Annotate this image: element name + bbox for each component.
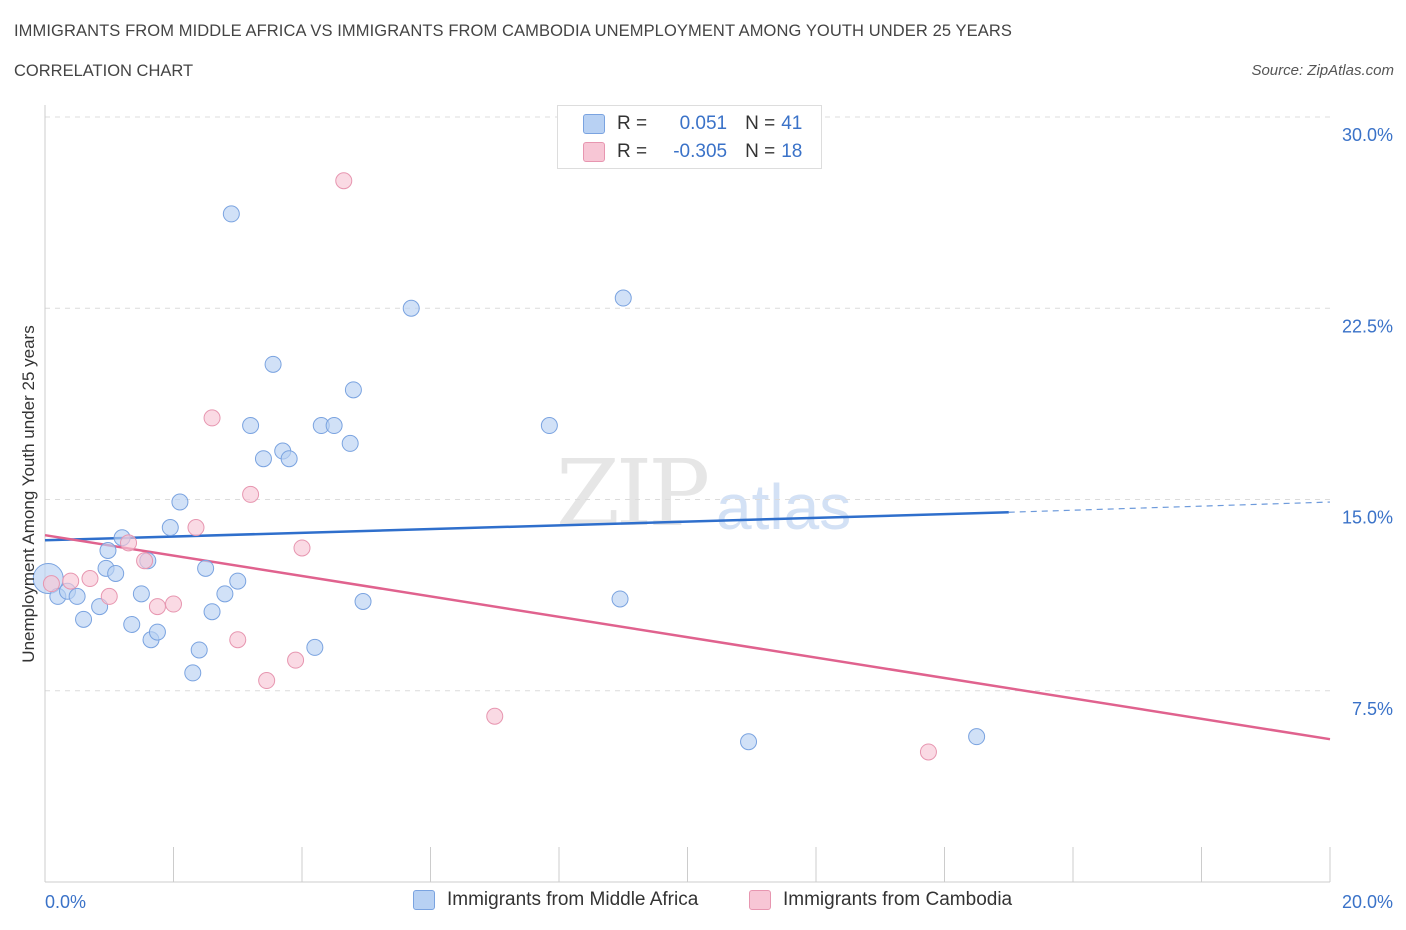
cambodia-point — [62, 572, 80, 590]
y-tick-label: 30.0% — [1342, 125, 1393, 145]
middle-africa-point — [161, 519, 179, 537]
cambodia-point — [293, 539, 311, 557]
r-label: R = — [617, 141, 648, 162]
x-tick-label: 0.0% — [45, 892, 86, 912]
r-value: 0.051 — [679, 113, 728, 134]
stats-row-middle-africa: R = 0.051 N = 41 — [583, 112, 802, 136]
middle-africa-point — [540, 417, 558, 435]
cambodia-trend-line — [44, 533, 1331, 741]
cambodia-point — [287, 651, 305, 669]
pink-swatch — [583, 142, 605, 162]
middle-africa-point — [242, 417, 260, 435]
source-label: Source: ZipAtlas.com — [1251, 62, 1394, 79]
blue-swatch — [583, 114, 605, 134]
pink-swatch — [749, 890, 771, 910]
cambodia-point — [100, 587, 118, 605]
chart-subtitle: CORRELATION CHART — [14, 62, 194, 80]
r-label: R = — [617, 113, 648, 134]
cambodia-point — [120, 534, 138, 552]
legend-label: Immigrants from Middle Africa — [447, 889, 699, 910]
middle-africa-trend-line — [44, 511, 1009, 542]
middle-africa-point — [325, 417, 343, 435]
middle-africa-point — [171, 493, 189, 511]
middle-africa-point — [148, 623, 166, 641]
cambodia-point — [486, 707, 504, 725]
cambodia-point — [203, 409, 221, 427]
middle-africa-point — [107, 564, 125, 582]
cambodia-point — [165, 595, 182, 613]
middle-africa-point — [222, 205, 240, 223]
middle-africa-point — [306, 638, 324, 656]
middle-africa-point — [264, 355, 282, 373]
middle-africa-point — [132, 585, 150, 603]
cambodia-point — [919, 743, 937, 761]
middle-africa-point — [614, 289, 632, 307]
middle-africa-point — [99, 542, 117, 559]
middle-africa-point — [354, 593, 372, 610]
y-tick-label: 15.0% — [1342, 508, 1393, 528]
axes — [44, 105, 1331, 883]
middle-africa-point — [203, 603, 221, 621]
middle-africa-point — [254, 450, 272, 468]
y-tick-label: 7.5% — [1352, 699, 1393, 719]
grid-lines — [45, 116, 1330, 692]
cambodia-point — [136, 552, 154, 570]
middle-africa-point — [68, 587, 86, 605]
tick-labels: 7.5% 15.0% 22.5% 30.0% 0.0% 20.0% Unemployment… — [19, 125, 1393, 912]
middle-africa-point — [229, 572, 247, 590]
blue-swatch — [413, 890, 435, 910]
cambodia-point — [335, 172, 353, 190]
cambodia-point — [258, 672, 276, 690]
y-tick-label: 22.5% — [1342, 316, 1393, 336]
series-legend: Immigrants from Middle Africa Immigrants… — [0, 889, 1406, 915]
cambodia-point — [81, 570, 99, 588]
middle-africa-point — [280, 450, 298, 468]
watermark-zip: ZIP — [556, 440, 710, 547]
legend-item-cambodia: Immigrants from Cambodia — [749, 889, 1012, 911]
middle-africa-point — [75, 610, 93, 628]
middle-africa-point — [341, 434, 359, 452]
cambodia-point — [242, 485, 260, 503]
y-axis-title: Unemployment Among Youth under 25 years — [19, 325, 38, 662]
cambodia-point — [229, 631, 247, 649]
middle-africa-trend-extension — [1008, 501, 1331, 513]
r-value: -0.305 — [673, 141, 728, 162]
middle-africa-point — [216, 585, 234, 603]
watermark-atlas: atlas — [716, 471, 852, 543]
chart-title: IMMIGRANTS FROM MIDDLE AFRICA VS IMMIGRA… — [14, 22, 1012, 40]
middle-africa-point — [197, 559, 215, 577]
cambodia-point — [148, 598, 166, 616]
n-label: N = — [745, 113, 776, 134]
middle-africa-point — [344, 381, 362, 399]
n-value: 18 — [781, 141, 803, 162]
middle-africa-point — [402, 299, 420, 317]
middle-africa-point — [190, 641, 208, 659]
trend-lines — [44, 501, 1331, 741]
data-points — [32, 172, 986, 761]
legend-label: Immigrants from Cambodia — [783, 889, 1013, 910]
legend-item-middle-africa: Immigrants from Middle Africa — [413, 889, 698, 911]
stats-legend: R = 0.051 N = 41 R = -0.305 N = 18 — [557, 105, 822, 169]
middle-africa-point — [184, 664, 202, 682]
middle-africa-point — [740, 733, 758, 751]
middle-africa-point — [968, 728, 986, 746]
middle-africa-point — [123, 615, 141, 633]
x-tick-label: 20.0% — [1342, 892, 1393, 912]
cambodia-point — [187, 519, 205, 537]
stats-row-cambodia: R = -0.305 N = 18 — [583, 140, 802, 164]
cambodia-point — [42, 575, 60, 593]
n-label: N = — [745, 141, 776, 162]
middle-africa-point — [611, 590, 629, 608]
n-value: 41 — [781, 113, 803, 134]
